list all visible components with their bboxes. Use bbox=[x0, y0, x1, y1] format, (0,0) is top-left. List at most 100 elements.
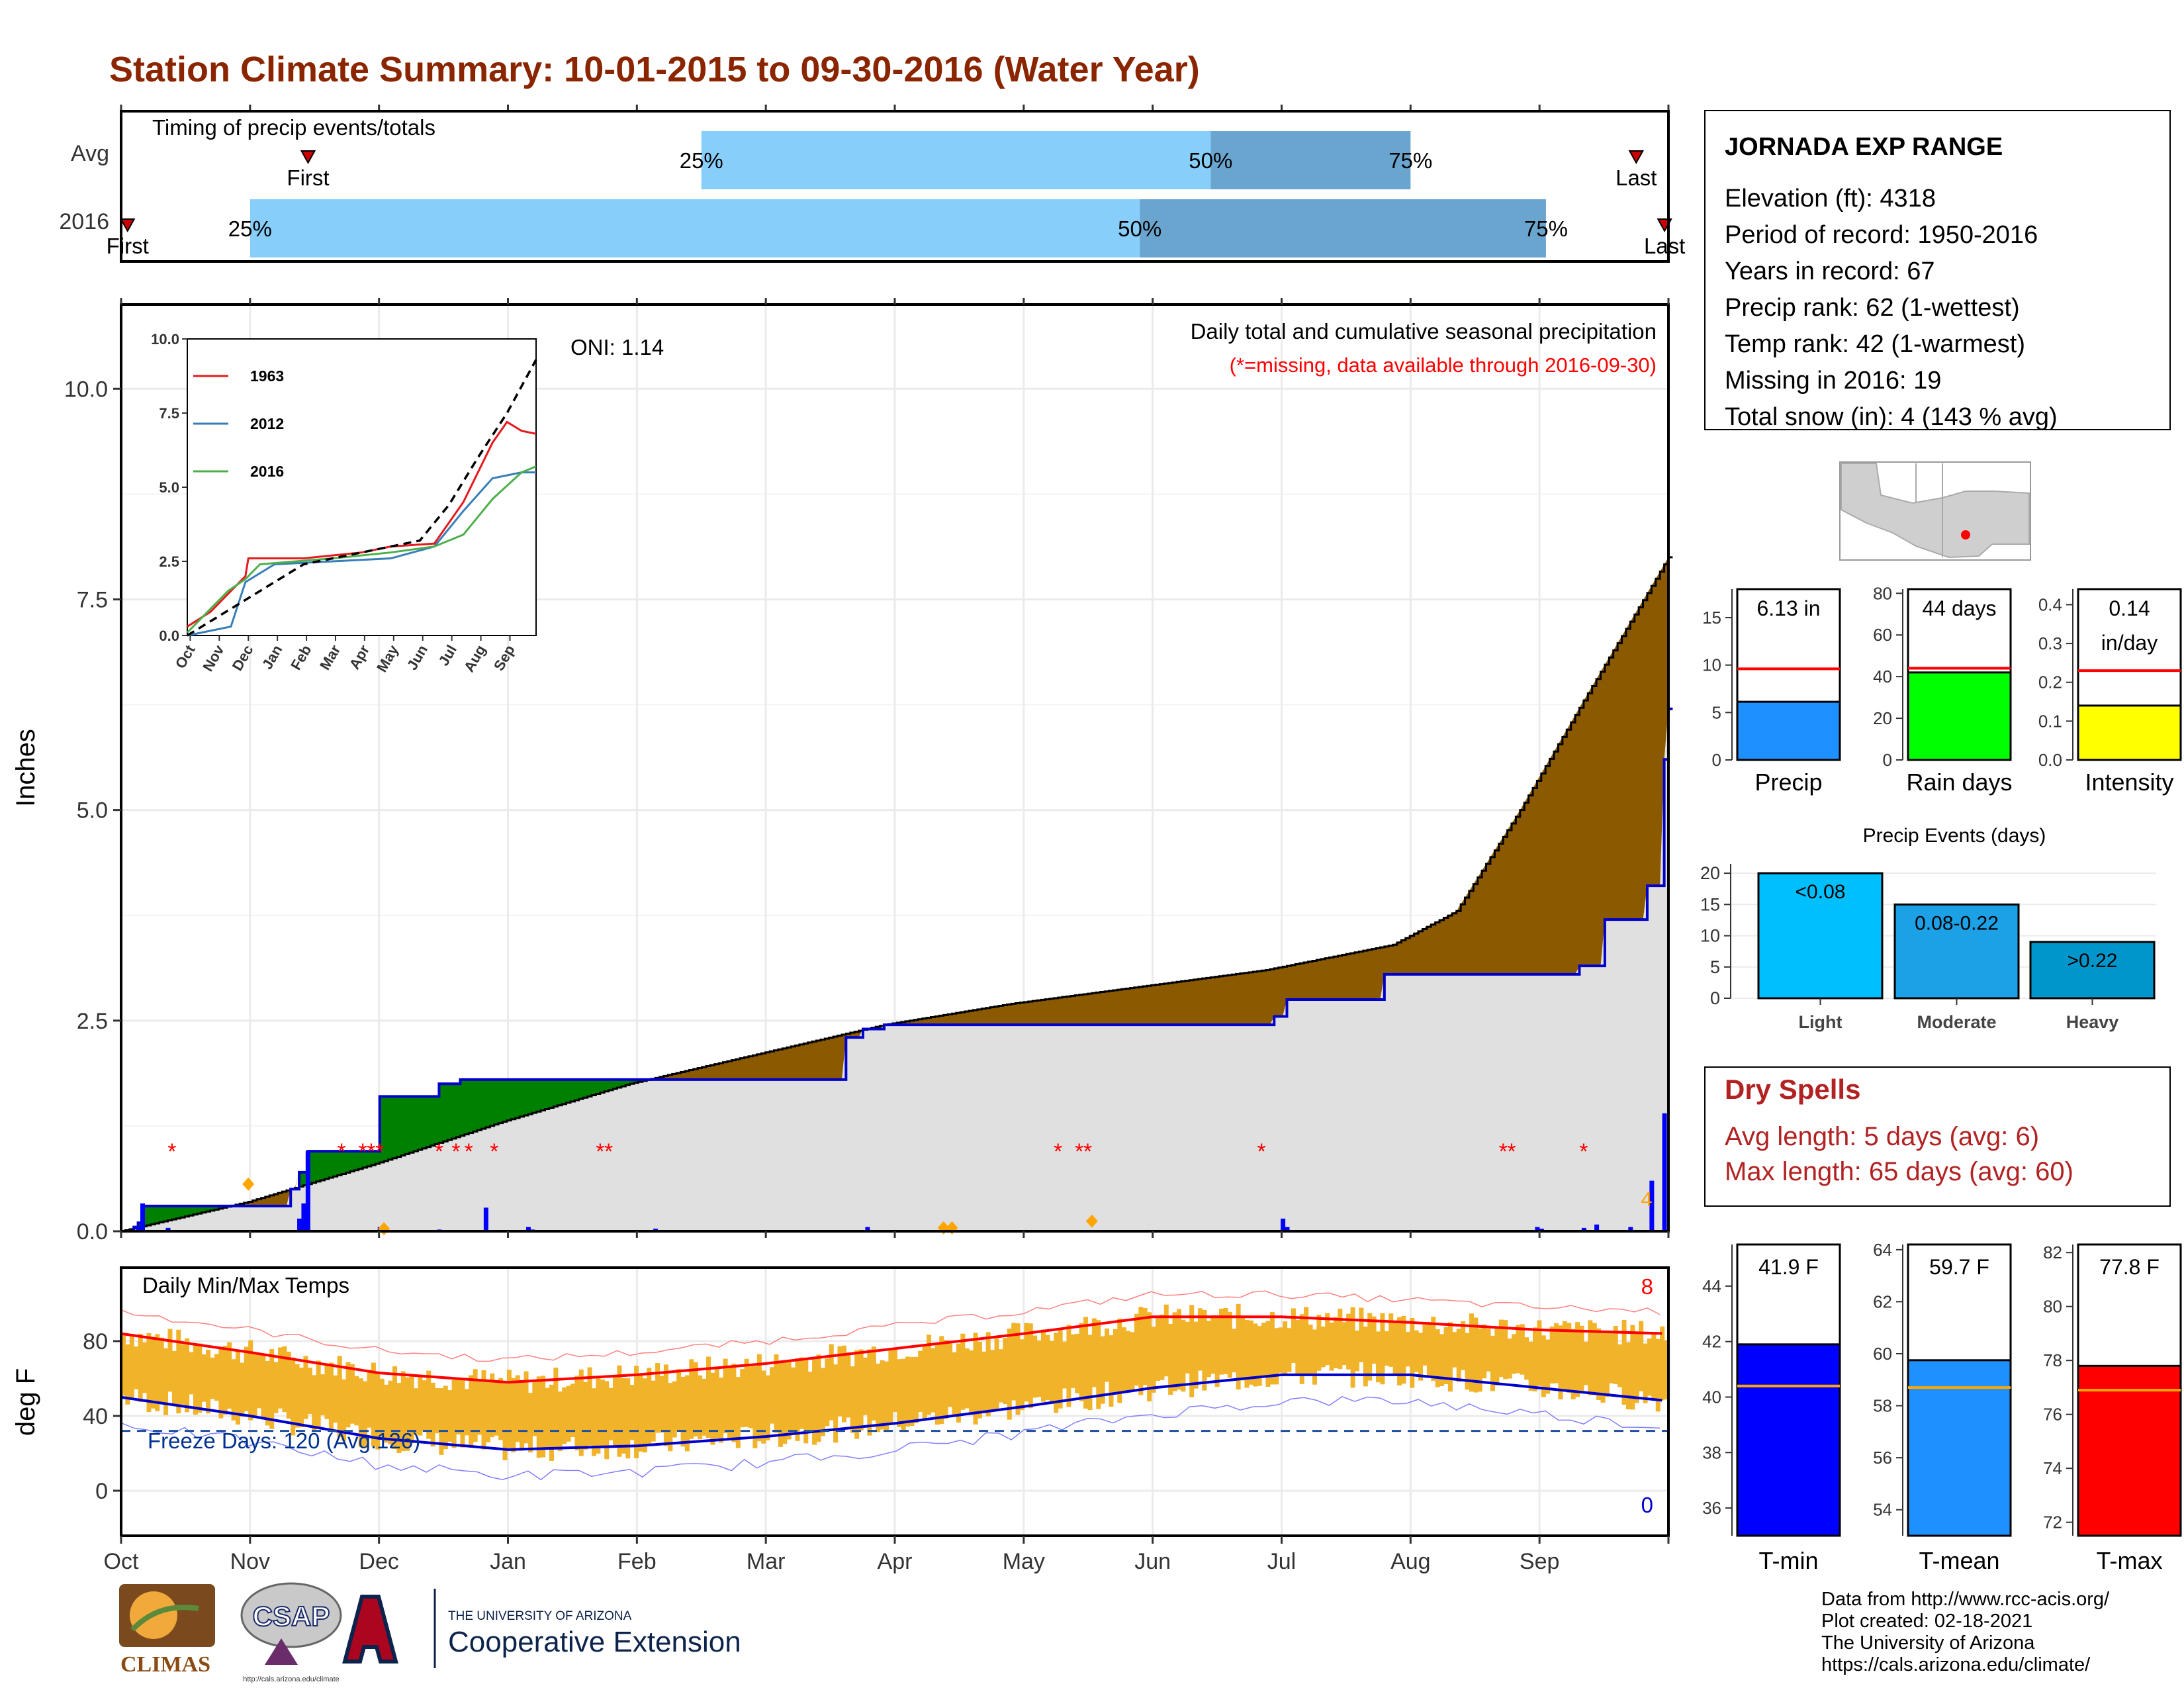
snow-marker bbox=[242, 1177, 255, 1191]
temp-daily-bar bbox=[1541, 1335, 1546, 1397]
temp-daily-bar bbox=[1363, 1326, 1368, 1387]
temp-bar-tick-label: 42 bbox=[1702, 1332, 1721, 1352]
csap-text: CSAP bbox=[253, 1601, 330, 1632]
inset-legend-label: 2016 bbox=[250, 463, 284, 480]
summary-bar-value-label: 6.13 in bbox=[1756, 596, 1820, 620]
temp-daily-bar bbox=[782, 1362, 788, 1444]
month-tick-label: Nov bbox=[230, 1549, 270, 1574]
temp-bar-tick-label: 60 bbox=[1873, 1344, 1892, 1364]
temp-daily-bar bbox=[1392, 1322, 1398, 1374]
summary-bar-tick-label: 0.2 bbox=[2038, 673, 2062, 692]
temp-daily-bar bbox=[600, 1379, 605, 1447]
temp-daily-bar bbox=[1651, 1332, 1657, 1400]
temp-daily-bar bbox=[1287, 1328, 1292, 1372]
temp-daily-bar bbox=[341, 1379, 347, 1441]
missing-day-marker: * bbox=[604, 1139, 613, 1164]
temp-daily-bar bbox=[1325, 1313, 1330, 1366]
temp-record-high-line bbox=[120, 1290, 1661, 1362]
temp-daily-bar bbox=[1236, 1303, 1241, 1390]
temp-avg-min-line bbox=[120, 1373, 1662, 1451]
temp-daily-bar bbox=[1257, 1326, 1262, 1386]
temp-daily-bar bbox=[578, 1369, 584, 1456]
temp-daily-bar bbox=[316, 1360, 321, 1429]
csap-logo: CSAP http://cals.arizona.edu/climate bbox=[240, 1582, 342, 1683]
temp-bar-value bbox=[2077, 1364, 2182, 1537]
temp-daily-bar bbox=[731, 1364, 737, 1442]
temp-daily-bar bbox=[1367, 1313, 1373, 1381]
temp-daily-bar bbox=[1435, 1329, 1440, 1387]
temp-y-tick-label: 0 bbox=[95, 1479, 108, 1504]
temp-daily-bar bbox=[613, 1377, 618, 1446]
precip-daily-bar bbox=[1281, 1218, 1286, 1231]
ua-logo: THE UNIVERSITY OF ARIZONA Cooperative Ex… bbox=[342, 1589, 741, 1668]
temp-daily-bar bbox=[1291, 1308, 1296, 1363]
temp-daily-bar bbox=[557, 1391, 563, 1452]
temp-daily-bar bbox=[439, 1388, 444, 1455]
temp-daily-bar bbox=[778, 1361, 783, 1447]
temp-daily-bar bbox=[1316, 1315, 1322, 1371]
events-bar bbox=[1893, 903, 2020, 1000]
temp-daily-bar bbox=[312, 1375, 317, 1430]
temp-daily-bar bbox=[795, 1358, 800, 1441]
temp-daily-bar bbox=[1062, 1341, 1068, 1389]
page-title: Station Climate Summary: 10-01-2015 to 0… bbox=[109, 50, 1200, 89]
temp-daily-bar bbox=[1248, 1320, 1253, 1385]
temp-daily-bar bbox=[1346, 1313, 1351, 1370]
ua-big-text: Cooperative Extension bbox=[448, 1626, 741, 1658]
temp-daily-bar bbox=[256, 1354, 261, 1409]
temp-daily-bar bbox=[490, 1373, 495, 1438]
temp-daily-bar bbox=[1477, 1328, 1482, 1392]
precip-events-title: Precip Events (days) bbox=[1863, 825, 2046, 847]
temp-daily-bar bbox=[710, 1372, 715, 1445]
temp-daily-bar bbox=[1274, 1328, 1279, 1385]
temp-daily-bar bbox=[138, 1333, 143, 1402]
temp-daily-bar bbox=[1003, 1338, 1008, 1405]
summary-bar-tick-label: 0.4 bbox=[2038, 594, 2062, 614]
precip-y-tick-label: 0.0 bbox=[77, 1219, 108, 1244]
temp-daily-bar bbox=[1040, 1329, 1046, 1402]
temp-daily-bar bbox=[286, 1351, 291, 1419]
temp-daily-bar bbox=[469, 1375, 474, 1446]
inset-series-line bbox=[187, 471, 536, 637]
inset-y-tick-label: 7.5 bbox=[159, 405, 179, 422]
station-box: JORNADA EXP RANGE Elevation (ft): 4318 Pe… bbox=[1704, 110, 2171, 431]
dry-spells-title: Dry Spells bbox=[1725, 1074, 1860, 1105]
temp-daily-bar bbox=[193, 1345, 198, 1415]
temp-daily-bar bbox=[774, 1354, 779, 1433]
events-content: 0 5 10 15 20 <0.08 Light 0.08-0.22 Moderate >0.22… bbox=[1700, 863, 2156, 1032]
temp-daily-bar bbox=[1172, 1312, 1177, 1391]
temp-daily-bar bbox=[511, 1378, 516, 1453]
temp-daily-bar bbox=[964, 1348, 970, 1409]
map-region bbox=[1841, 463, 2030, 559]
temp-daily-bar bbox=[1214, 1315, 1220, 1387]
temp-daily-bar bbox=[825, 1358, 830, 1427]
month-tick-label: Jan bbox=[490, 1549, 526, 1574]
temp-bar-tick-label: 44 bbox=[1702, 1276, 1721, 1296]
temp-daily-bar bbox=[969, 1350, 974, 1415]
station-frame bbox=[1704, 110, 2171, 430]
temp-daily-bar bbox=[1151, 1327, 1156, 1393]
temp-daily-bar bbox=[604, 1381, 610, 1460]
temp-y-tick-label: 40 bbox=[83, 1404, 108, 1429]
temp-daily-bar bbox=[1630, 1325, 1635, 1410]
temp-daily-bar bbox=[973, 1333, 978, 1425]
precip-daily-bar bbox=[525, 1227, 531, 1231]
temp-daily-bar bbox=[1562, 1321, 1567, 1390]
ua-small-text: THE UNIVERSITY OF ARIZONA bbox=[448, 1609, 632, 1623]
temp-daily-bar bbox=[1639, 1321, 1644, 1391]
temp-daily-bar bbox=[1570, 1329, 1576, 1399]
temp-daily-bar bbox=[1439, 1334, 1445, 1386]
timing-first-marker bbox=[300, 150, 316, 165]
temp-daily-bar bbox=[206, 1350, 211, 1414]
temp-daily-bar bbox=[248, 1340, 253, 1421]
climas-logo-text: CLIMAS bbox=[120, 1652, 210, 1677]
precip-daily-bar bbox=[301, 1203, 306, 1231]
temp-daily-bar bbox=[129, 1336, 134, 1399]
summary-bar-tick-label: 20 bbox=[1873, 708, 1892, 728]
temp-bar-tick-label: 64 bbox=[1873, 1240, 1892, 1260]
temp-daily-bar bbox=[596, 1378, 601, 1454]
timing-first-label: First bbox=[107, 234, 149, 258]
temp-daily-bar bbox=[1134, 1313, 1139, 1385]
temp-daily-bar bbox=[278, 1347, 283, 1409]
